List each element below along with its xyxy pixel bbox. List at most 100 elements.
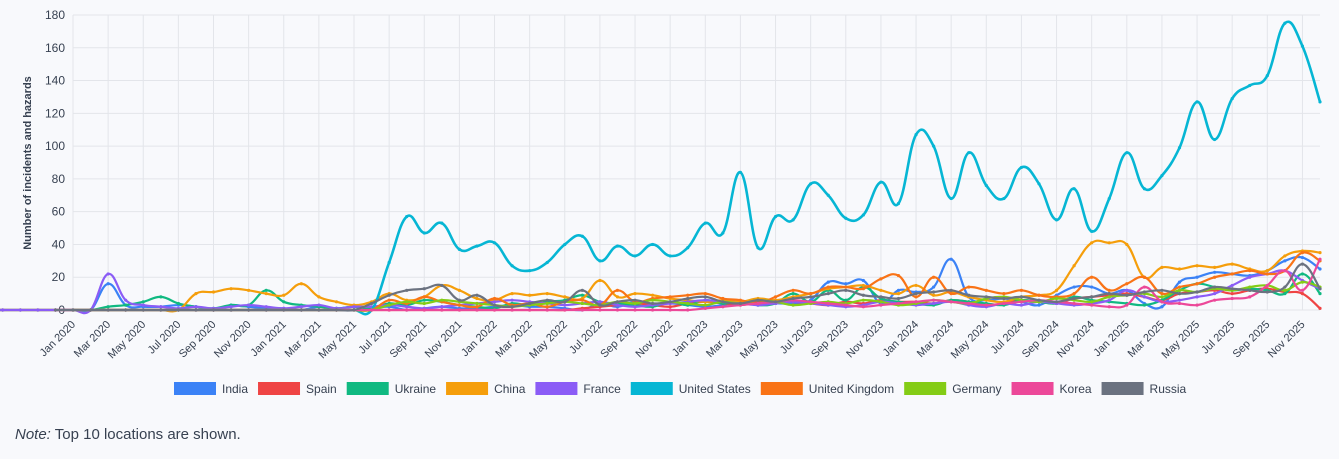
data-point bbox=[1142, 303, 1146, 307]
data-point bbox=[159, 308, 163, 312]
data-point bbox=[106, 272, 110, 276]
grid bbox=[72, 14, 1320, 311]
data-point bbox=[721, 231, 725, 235]
data-point bbox=[826, 280, 830, 284]
data-point bbox=[844, 303, 848, 307]
data-point bbox=[879, 295, 883, 299]
data-point bbox=[1195, 282, 1199, 286]
data-point bbox=[1213, 265, 1217, 269]
legend-item-united-kingdom[interactable]: United Kingdom bbox=[760, 382, 894, 396]
data-point bbox=[1107, 288, 1111, 292]
data-point bbox=[1195, 275, 1199, 279]
data-point bbox=[1213, 292, 1217, 296]
data-point bbox=[282, 300, 286, 304]
data-point bbox=[422, 231, 426, 235]
x-tick-label: Jan 2021 bbox=[248, 319, 288, 359]
data-point bbox=[1283, 21, 1287, 25]
data-point bbox=[545, 305, 549, 309]
legend-item-ukraine[interactable]: Ukraine bbox=[346, 382, 437, 396]
data-point bbox=[932, 293, 936, 297]
legend-item-germany[interactable]: Germany bbox=[904, 382, 1002, 396]
data-point bbox=[1318, 306, 1322, 310]
legend-item-china[interactable]: China bbox=[446, 382, 526, 396]
data-point bbox=[1195, 295, 1199, 299]
legend-item-united-states[interactable]: United States bbox=[630, 382, 751, 396]
data-point bbox=[1002, 301, 1006, 306]
data-point bbox=[791, 218, 795, 222]
data-point bbox=[791, 292, 795, 296]
data-point bbox=[1107, 295, 1111, 299]
data-point bbox=[879, 303, 883, 307]
data-point bbox=[352, 308, 356, 312]
data-point bbox=[264, 308, 268, 312]
legend-item-spain[interactable]: Spain bbox=[258, 382, 337, 396]
data-point bbox=[1265, 283, 1269, 288]
data-point bbox=[1002, 196, 1006, 201]
data-point bbox=[528, 293, 532, 297]
data-point bbox=[967, 293, 971, 297]
legend-item-korea[interactable]: Korea bbox=[1011, 382, 1092, 396]
data-point bbox=[844, 285, 848, 289]
data-point bbox=[194, 292, 198, 296]
data-point bbox=[405, 300, 409, 304]
legend-item-france[interactable]: France bbox=[535, 382, 621, 396]
data-point bbox=[1300, 292, 1305, 296]
data-point bbox=[1300, 255, 1305, 260]
data-point bbox=[457, 303, 461, 307]
data-point bbox=[247, 303, 251, 307]
legend-swatch bbox=[174, 382, 216, 395]
data-point bbox=[1037, 298, 1041, 302]
data-point bbox=[1283, 292, 1287, 296]
data-point bbox=[510, 298, 514, 302]
x-tick-label: Nov 2020 bbox=[212, 319, 254, 361]
data-point bbox=[510, 305, 514, 309]
data-point bbox=[1125, 151, 1129, 155]
data-point bbox=[106, 282, 110, 286]
data-point bbox=[563, 300, 567, 304]
data-point bbox=[317, 308, 321, 312]
data-point bbox=[1037, 293, 1041, 297]
y-tick-label: 60 bbox=[52, 205, 66, 219]
data-point bbox=[580, 308, 584, 312]
data-point bbox=[1265, 290, 1269, 294]
data-point bbox=[1195, 100, 1199, 104]
legend-item-russia[interactable]: Russia bbox=[1101, 382, 1187, 396]
data-point bbox=[773, 214, 778, 219]
x-tick-label: Sep 2020 bbox=[177, 319, 219, 361]
x-tick-label: Sep 2025 bbox=[1231, 319, 1273, 361]
data-point bbox=[615, 244, 620, 248]
data-point bbox=[1160, 265, 1164, 269]
data-point bbox=[141, 300, 145, 304]
data-point bbox=[475, 244, 479, 248]
data-point bbox=[1125, 303, 1129, 307]
data-point bbox=[773, 295, 778, 299]
data-point bbox=[194, 308, 198, 312]
data-point bbox=[422, 298, 426, 302]
data-point bbox=[738, 170, 743, 174]
data-point bbox=[896, 273, 901, 278]
data-point bbox=[580, 234, 584, 238]
data-point bbox=[1213, 298, 1217, 302]
data-point bbox=[861, 213, 865, 217]
data-point bbox=[1160, 174, 1164, 178]
data-point bbox=[949, 257, 953, 261]
x-tick-label: Jan 2022 bbox=[459, 319, 499, 359]
data-point bbox=[914, 283, 918, 288]
data-point bbox=[229, 287, 233, 291]
data-point bbox=[844, 298, 848, 302]
legend-item-india[interactable]: India bbox=[174, 382, 248, 396]
data-point bbox=[756, 246, 760, 250]
data-point bbox=[1230, 287, 1234, 291]
data-point bbox=[264, 288, 268, 292]
data-point bbox=[826, 285, 830, 289]
data-point bbox=[879, 180, 883, 184]
data-point bbox=[1195, 303, 1199, 307]
data-point bbox=[317, 303, 321, 307]
data-point bbox=[18, 308, 22, 312]
data-point bbox=[932, 275, 936, 279]
data-point bbox=[1019, 165, 1024, 170]
legend-swatch bbox=[535, 382, 578, 395]
legend-swatch bbox=[346, 382, 389, 395]
